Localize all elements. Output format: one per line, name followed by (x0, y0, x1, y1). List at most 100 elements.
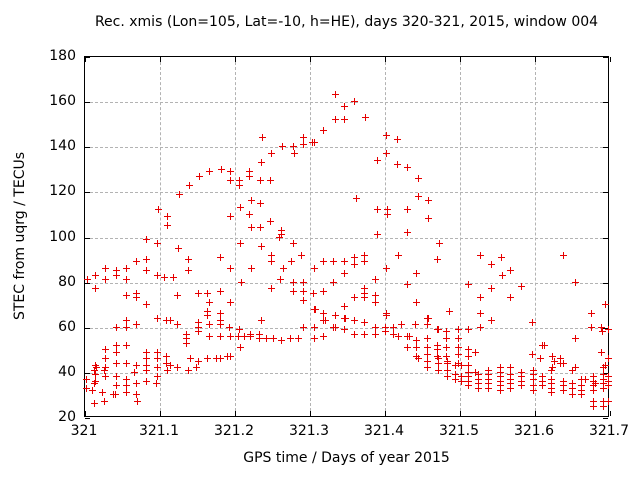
data-point (216, 287, 224, 295)
data-point (404, 344, 412, 352)
data-point (153, 355, 161, 363)
data-point (474, 384, 482, 392)
y-tick-mark (603, 237, 608, 239)
data-point (206, 298, 214, 306)
data-point (487, 285, 495, 293)
data-point (195, 323, 202, 331)
data-point (101, 366, 109, 374)
data-point (153, 271, 161, 279)
gridline-vertical (460, 57, 461, 416)
data-point (278, 231, 286, 239)
data-point (557, 355, 565, 363)
data-point (216, 253, 224, 261)
data-point (123, 389, 130, 397)
data-point (92, 371, 100, 379)
data-point (123, 316, 130, 324)
data-point (183, 339, 190, 347)
data-point (90, 380, 98, 388)
data-point (597, 323, 605, 331)
y-tick-mark (85, 327, 90, 329)
data-point (310, 138, 318, 146)
x-axis-title: GPS time / Days of year 2015 (243, 450, 450, 466)
data-point (175, 190, 183, 198)
data-point (102, 346, 109, 354)
data-point (204, 312, 211, 320)
data-point (290, 143, 298, 151)
data-point (237, 204, 244, 212)
data-point (539, 377, 547, 385)
data-point (216, 355, 224, 363)
data-point (132, 380, 140, 388)
data-point (381, 323, 389, 331)
data-point (227, 177, 235, 185)
y-tick-mark (603, 57, 608, 58)
data-point (434, 256, 442, 264)
data-point (588, 310, 595, 318)
data-point (600, 364, 607, 372)
data-point (474, 371, 482, 379)
x-tick-label: 321.2 (213, 423, 255, 439)
x-tick-mark (235, 411, 236, 416)
data-point (112, 373, 120, 381)
data-point (236, 181, 244, 189)
data-point (213, 355, 220, 363)
data-point (435, 366, 442, 374)
data-point (82, 375, 90, 383)
data-point (162, 359, 170, 367)
gridline-vertical (535, 57, 536, 416)
data-point (404, 206, 412, 214)
y-tick-label: 140 (49, 138, 76, 155)
data-point (435, 355, 442, 363)
data-point (605, 377, 613, 385)
data-point (393, 136, 401, 144)
y-tick-label: 100 (49, 228, 76, 245)
data-point (174, 321, 181, 329)
data-point (102, 265, 109, 273)
data-point (601, 301, 609, 309)
data-point (288, 258, 295, 266)
data-point (455, 344, 463, 352)
data-point (300, 287, 307, 295)
data-point (297, 251, 305, 259)
data-point (414, 174, 422, 182)
data-point (517, 283, 525, 291)
data-point (423, 335, 431, 343)
data-point (267, 177, 274, 185)
data-point (578, 391, 586, 399)
data-point (112, 348, 120, 356)
data-point (465, 346, 472, 354)
data-point (571, 364, 579, 372)
data-point (548, 380, 556, 388)
data-point (578, 375, 586, 383)
data-point (548, 389, 556, 397)
data-point (457, 377, 465, 385)
data-point (90, 400, 98, 408)
data-point (184, 366, 192, 374)
data-point (443, 353, 451, 361)
data-point (445, 307, 453, 315)
data-point (360, 319, 368, 327)
data-point (84, 276, 92, 284)
x-tick-mark (460, 57, 461, 62)
data-point (443, 344, 451, 352)
data-point (351, 316, 358, 324)
data-point (320, 310, 328, 318)
data-point (153, 364, 161, 372)
data-point (300, 134, 307, 142)
data-point (465, 353, 472, 361)
data-point (496, 386, 504, 394)
data-point (162, 316, 170, 324)
data-point (604, 326, 612, 333)
gridline-horizontal (85, 237, 608, 239)
data-point (332, 312, 340, 320)
data-point (597, 348, 605, 356)
data-point (560, 251, 568, 259)
data-point (360, 294, 368, 302)
data-point (153, 380, 160, 388)
data-point (487, 316, 495, 324)
data-point (227, 353, 235, 361)
data-point (351, 294, 358, 302)
data-point (507, 371, 514, 379)
x-tick-label: 321 (70, 423, 98, 439)
data-point (174, 292, 181, 300)
